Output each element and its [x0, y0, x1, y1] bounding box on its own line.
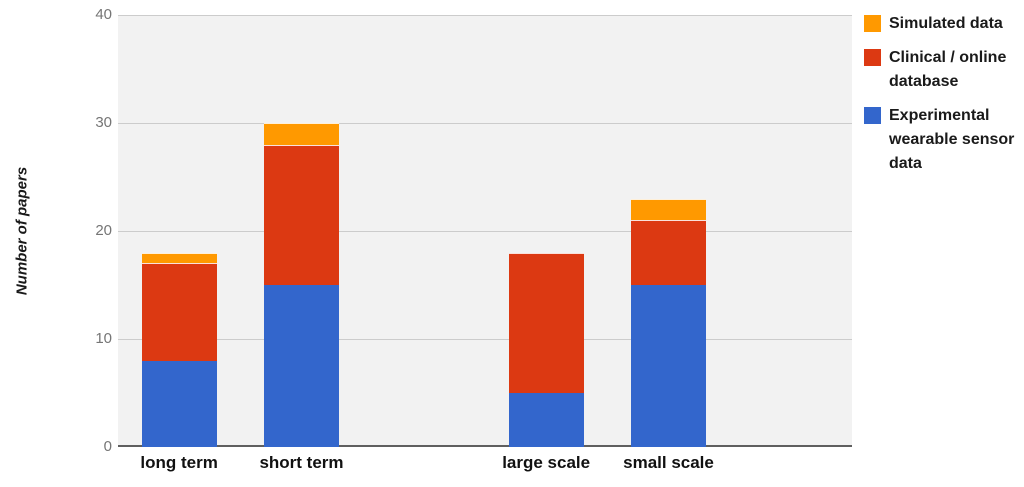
legend-swatch-icon: [864, 49, 881, 66]
x-category-label: small scale: [623, 453, 714, 472]
legend-label: Simulated data: [889, 15, 1003, 32]
legend-swatch-icon: [864, 107, 881, 124]
bar-segment: [264, 285, 339, 447]
bar-long-term: [141, 252, 217, 447]
legend-label: Experimental wearable sensor data: [889, 107, 1015, 172]
legend-label: Clinical / online database: [889, 49, 1007, 90]
x-category-label: long term: [140, 453, 218, 472]
bar-segment: [631, 198, 706, 221]
bar-segment: [264, 123, 339, 145]
gridline: [118, 339, 852, 340]
gridline: [118, 231, 852, 232]
x-axis-baseline: [118, 445, 852, 447]
bar-short-term: [264, 123, 339, 447]
bar-large-scale: [508, 252, 584, 447]
bar-segment: [508, 393, 584, 447]
bar-small-scale: [631, 198, 706, 447]
bar-segment: [264, 144, 339, 285]
bar-segment: [141, 252, 217, 264]
y-axis-title: Number of papers: [13, 166, 31, 296]
gridline: [118, 123, 852, 124]
bar-segment: [141, 360, 217, 447]
y-tick-label: 10: [95, 330, 112, 347]
y-tick-label: 20: [95, 222, 112, 239]
bar-segment: [141, 263, 217, 361]
legend-swatch-icon: [864, 15, 881, 32]
y-tick-label: 0: [103, 438, 112, 455]
y-tick-label: 30: [95, 114, 112, 131]
legend-item: Experimental wearable sensor data: [864, 104, 1022, 176]
bar-segment: [508, 252, 584, 393]
legend: Simulated data Clinical / online database…: [864, 12, 1022, 186]
legend-item: Clinical / online database: [864, 46, 1022, 94]
gridline: [118, 15, 852, 16]
x-category-label: large scale: [502, 453, 591, 472]
plot-area: [118, 15, 852, 447]
y-tick-label: 40: [95, 6, 112, 23]
bar-segment: [631, 220, 706, 285]
bar-segment: [631, 285, 706, 447]
legend-item: Simulated data: [864, 12, 1022, 36]
x-category-label: short term: [259, 453, 344, 472]
